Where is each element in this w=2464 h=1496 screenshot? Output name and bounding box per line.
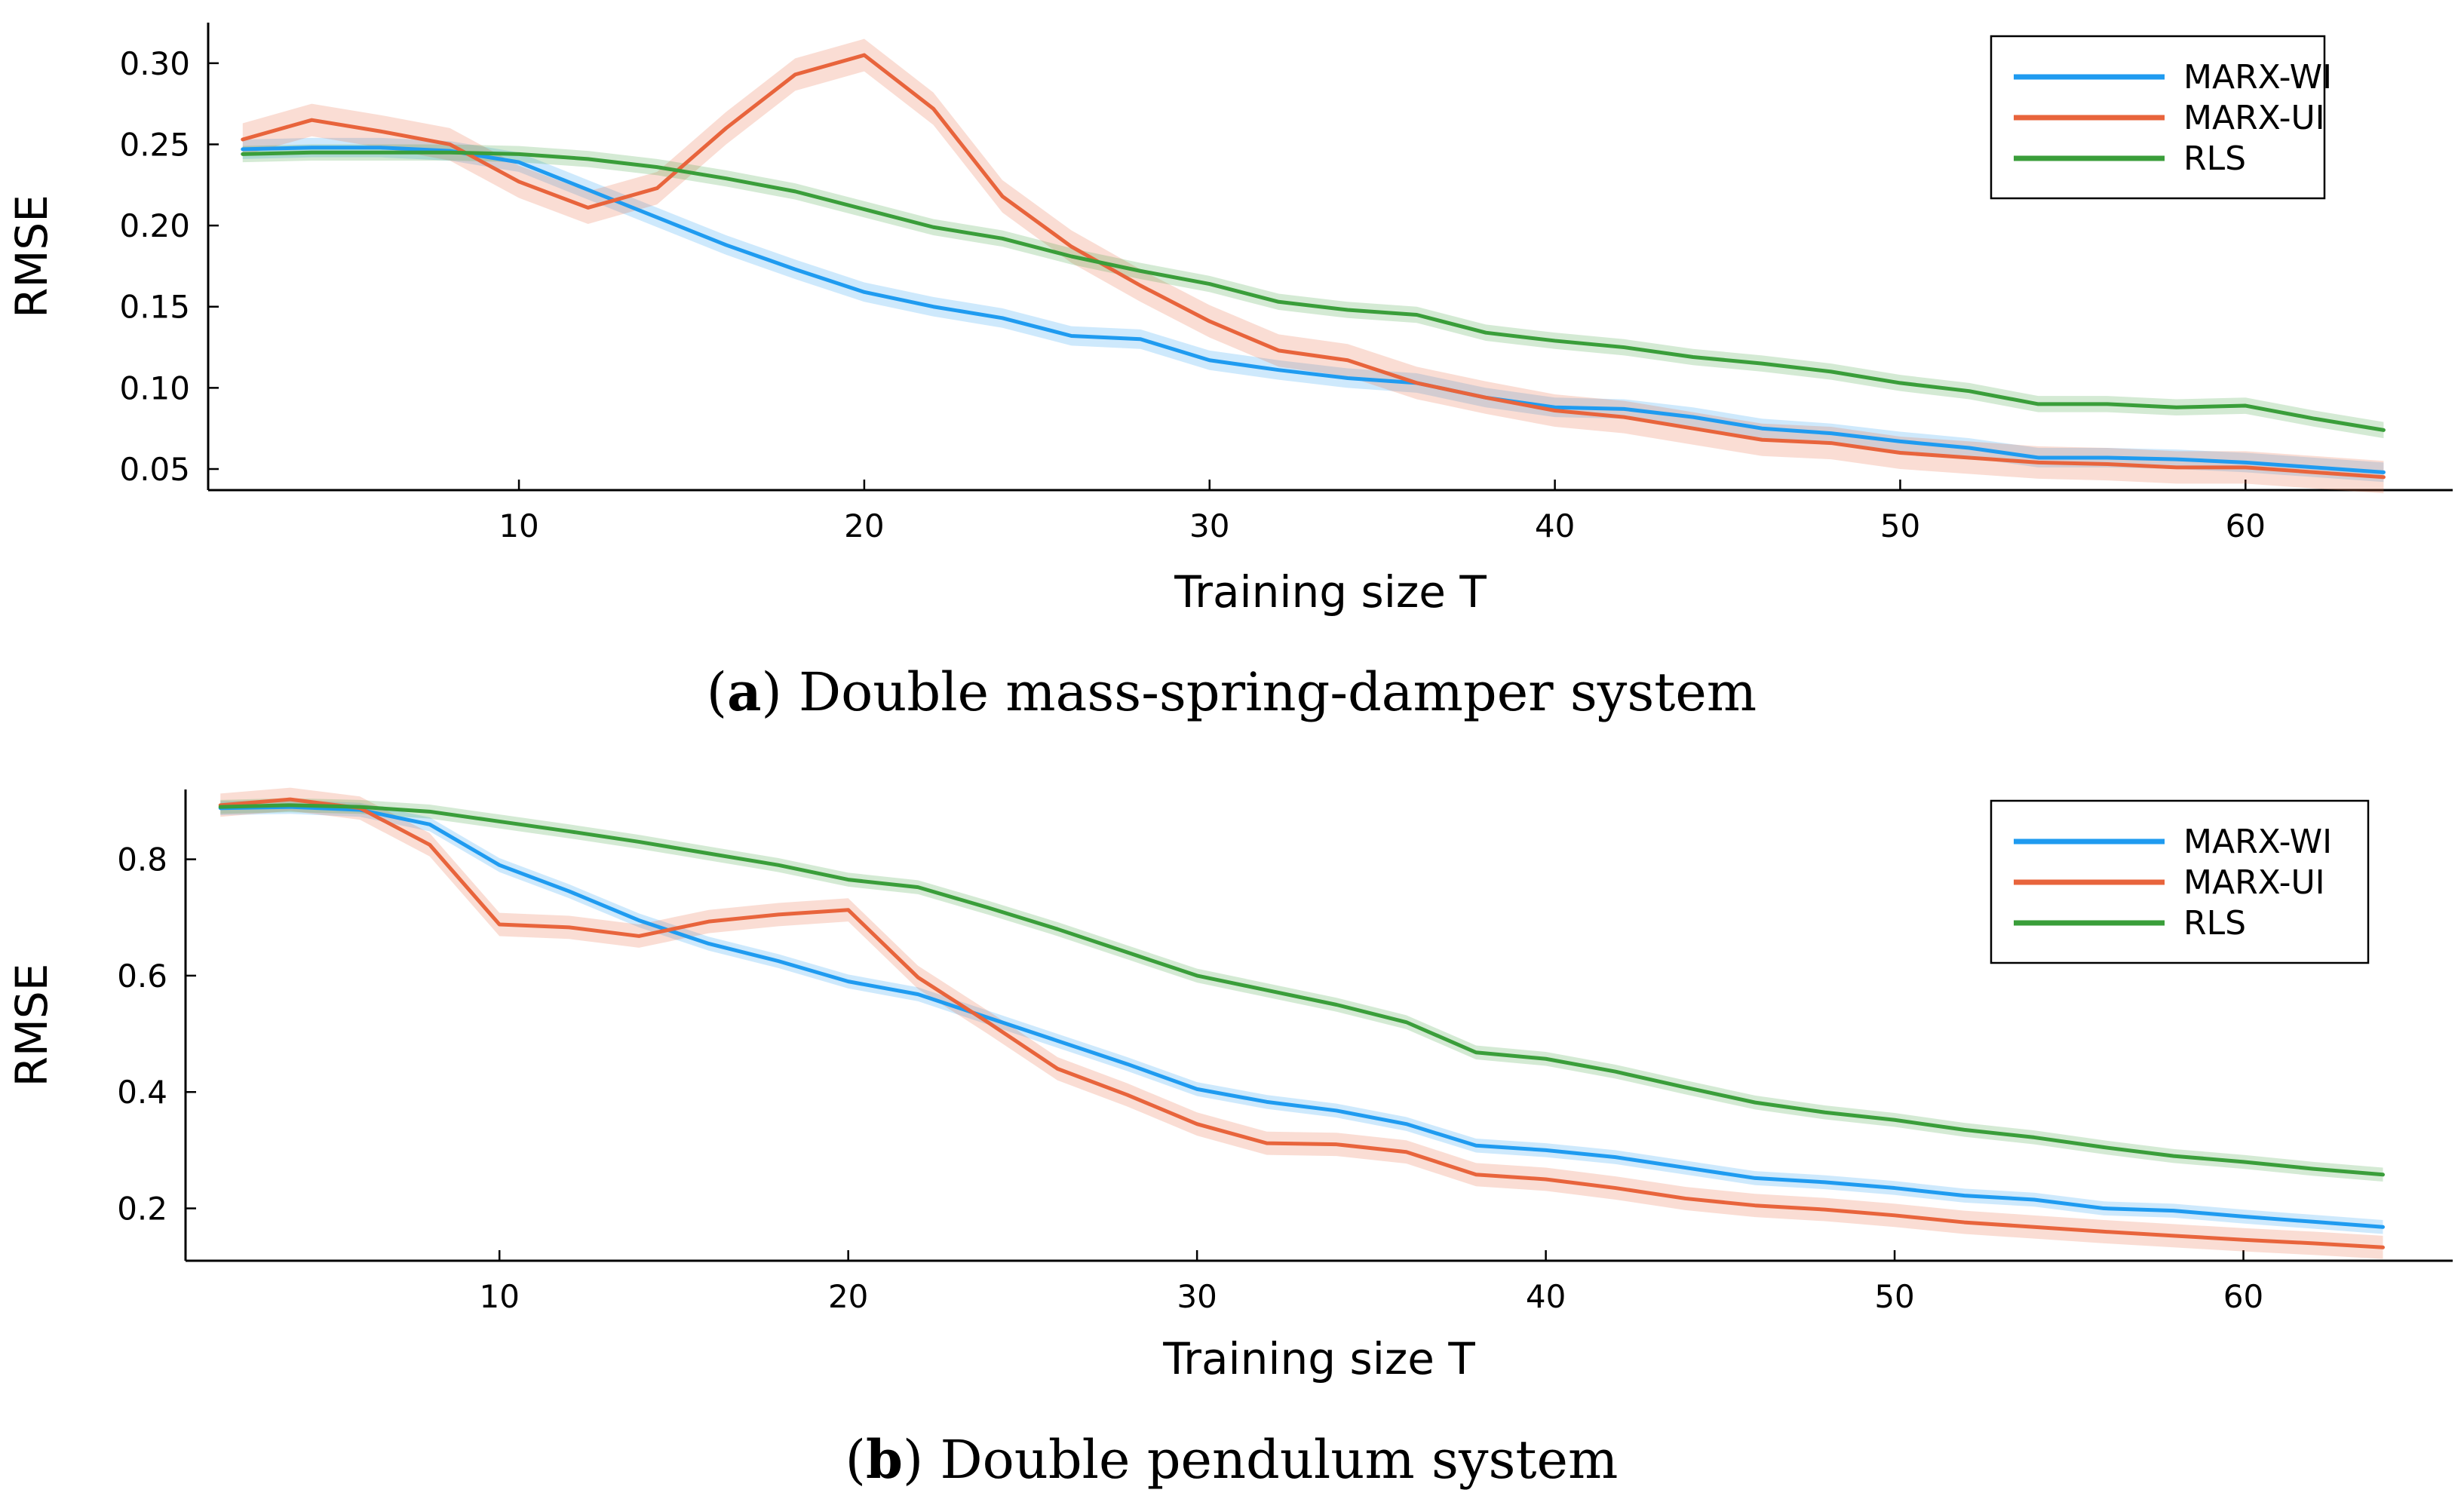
x-tick-label: 40	[1535, 507, 1575, 544]
x-tick-label: 30	[1189, 507, 1229, 544]
figure-caption: (a) Double mass-spring-damper system	[707, 661, 1757, 723]
caption-title: Double mass-spring-damper system	[799, 661, 1757, 723]
x-tick-label: 40	[1526, 1278, 1566, 1315]
caption-paren-close: )	[903, 1429, 940, 1491]
y-tick-label: 0.2	[117, 1191, 167, 1228]
x-tick-label: 10	[479, 1278, 519, 1315]
series-line-rls	[241, 150, 2386, 432]
x-tick-label: 50	[1880, 507, 1920, 544]
y-tick-label: 0.20	[119, 207, 190, 244]
x-tick-label: 30	[1177, 1278, 1217, 1315]
series-line-marx-wi	[241, 146, 2386, 474]
y-tick-label: 0.4	[117, 1074, 167, 1111]
x-tick-label: 10	[499, 507, 539, 544]
caption-panel-label: b	[866, 1428, 903, 1491]
x-tick-label: 20	[844, 507, 884, 544]
caption-paren-open: (	[845, 1429, 866, 1491]
series-line-rls	[218, 803, 2386, 1177]
caption-title: Double pendulum system	[940, 1429, 1618, 1491]
chart-panel-a: 10 20 30 40 50 60 0.05 0.10 0.15 0.20 0.25 0.30 Trai…	[6, 23, 2453, 723]
legend-label: MARX-WI	[2183, 58, 2332, 97]
y-tick-label: 0.6	[117, 958, 167, 995]
series-line-marx-ui	[241, 53, 2386, 480]
y-axis-label: RMSE	[6, 964, 57, 1087]
x-tick-label: 60	[2223, 1278, 2263, 1315]
legend-label: MARX-UI	[2183, 863, 2325, 902]
legend-label: MARX-WI	[2183, 823, 2332, 861]
y-tick-label: 0.15	[119, 289, 190, 326]
x-axis-label: Training size T	[1174, 566, 1487, 618]
series-band-marx-ui	[220, 787, 2383, 1259]
y-tick-label: 0.10	[119, 369, 190, 406]
x-axis-label: Training size T	[1162, 1333, 1475, 1384]
x-tick-label: 20	[828, 1278, 868, 1315]
caption-paren-open: (	[707, 661, 727, 723]
x-tick-label: 60	[2226, 507, 2266, 544]
series-line-marx-wi	[218, 805, 2386, 1229]
legend-label: RLS	[2183, 904, 2246, 943]
chart-panel-b: 10 20 30 40 50 60 0.2 0.4 0.6 0.8 Training size T R…	[6, 787, 2453, 1491]
x-tick-label: 50	[1874, 1278, 1914, 1315]
caption-paren-close: )	[761, 661, 799, 723]
y-tick-label: 0.05	[119, 451, 190, 488]
caption-panel-label: a	[727, 661, 761, 723]
y-tick-label: 0.30	[119, 45, 190, 82]
y-tick-label: 0.25	[119, 126, 190, 163]
legend-label: RLS	[2183, 139, 2246, 178]
series-line-marx-ui	[218, 797, 2386, 1249]
y-axis-label: RMSE	[6, 195, 57, 318]
y-tick-label: 0.8	[117, 842, 167, 878]
legend-label: MARX-UI	[2183, 99, 2325, 137]
figure-caption: (b) Double pendulum system	[845, 1428, 1619, 1491]
